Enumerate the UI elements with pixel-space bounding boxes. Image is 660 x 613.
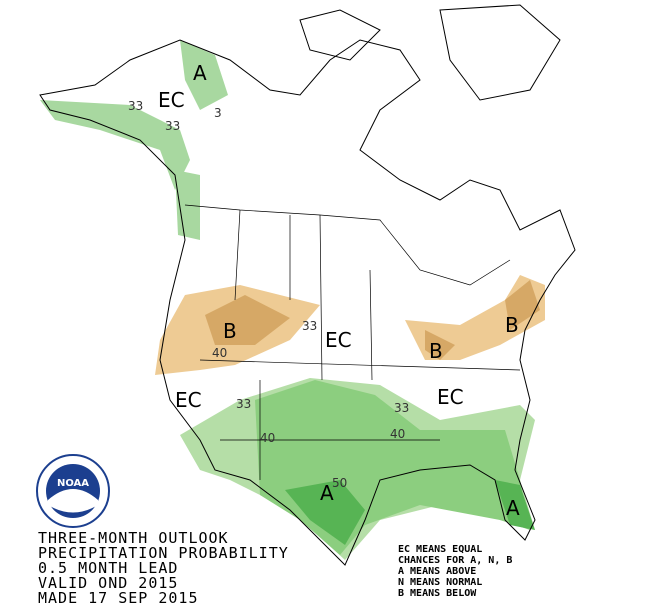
contour-label: 33 bbox=[236, 397, 251, 411]
contour-label: 40 bbox=[390, 427, 405, 441]
region-label: EC bbox=[437, 385, 464, 409]
region-label: A bbox=[193, 61, 207, 85]
legend: EC MEANS EQUAL CHANCES FOR A, N, B A MEA… bbox=[398, 544, 512, 599]
contour-label: 33 bbox=[394, 401, 409, 415]
contour-label: 33 bbox=[165, 119, 180, 133]
caption-line: PRECIPITATION PROBABILITY bbox=[38, 544, 289, 562]
region-label: A bbox=[320, 481, 334, 505]
legend-line: N MEANS NORMAL bbox=[398, 577, 482, 588]
legend-line: B MEANS BELOW bbox=[398, 588, 477, 599]
contour-label: 3 bbox=[214, 106, 222, 120]
legend-line: A MEANS ABOVE bbox=[398, 566, 476, 577]
contour-label: 50 bbox=[332, 476, 347, 490]
region-label: A bbox=[506, 496, 520, 520]
region-label: EC bbox=[325, 328, 352, 352]
contour-label: 33 bbox=[302, 319, 317, 333]
caption-line: THREE-MONTH OUTLOOK bbox=[38, 529, 229, 547]
caption: THREE-MONTH OUTLOOK PRECIPITATION PROBAB… bbox=[38, 529, 289, 607]
region-label: EC bbox=[175, 388, 202, 412]
region-label: B bbox=[223, 319, 237, 343]
legend-line: EC MEANS EQUAL bbox=[398, 544, 482, 555]
contour-labels: 33 33 3 40 33 33 40 33 40 50 bbox=[128, 99, 409, 490]
region-label: EC bbox=[158, 88, 185, 112]
region-labels: EC A B EC B B EC EC A A bbox=[158, 61, 520, 520]
legend-line: CHANCES FOR A, N, B bbox=[398, 555, 512, 566]
contour-label: 40 bbox=[260, 431, 275, 445]
borders bbox=[184, 204, 521, 480]
region-label: B bbox=[429, 339, 443, 363]
logo-text: NOAA bbox=[57, 478, 89, 489]
caption-line: MADE 17 SEP 2015 bbox=[38, 589, 199, 607]
caption-line: VALID OND 2015 bbox=[38, 574, 178, 592]
shading bbox=[40, 40, 545, 560]
coastlines bbox=[39, 4, 576, 566]
caption-line: 0.5 MONTH LEAD bbox=[38, 559, 178, 577]
region-label: B bbox=[505, 313, 519, 337]
contour-label: 33 bbox=[128, 99, 143, 113]
noaa-logo: NOAA bbox=[36, 454, 110, 528]
contour-label: 40 bbox=[212, 346, 227, 360]
